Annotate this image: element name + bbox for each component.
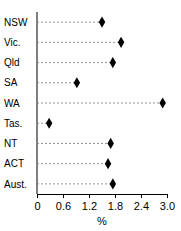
y-tick-label: Aust. — [4, 179, 27, 190]
dot — [74, 77, 80, 88]
x-tick-label: 1.8 — [108, 200, 123, 212]
y-tick-label: Vic. — [4, 37, 21, 48]
y-tick-label: ACT — [4, 158, 24, 169]
dot — [46, 118, 52, 129]
x-tick-mark — [115, 194, 116, 198]
x-tick-label: 1.2 — [82, 200, 97, 212]
y-tick-label: NSW — [4, 17, 28, 28]
leader-line — [37, 62, 113, 63]
dot — [110, 178, 116, 189]
x-tick: 2.4 — [134, 194, 149, 212]
x-tick-label: 2.4 — [134, 200, 149, 212]
x-tick-label: 3.0 — [160, 200, 175, 212]
x-axis-line — [38, 194, 168, 195]
x-tick: 0 — [34, 194, 40, 212]
x-tick-label: 0.6 — [56, 200, 71, 212]
x-axis-title: % — [97, 215, 107, 227]
dot — [105, 158, 111, 169]
x-tick-mark — [89, 194, 90, 198]
y-tick-label: SA — [4, 77, 18, 88]
y-tick: NT — [4, 138, 37, 149]
leader-line — [37, 82, 77, 83]
y-tick-label: NT — [4, 138, 17, 149]
y-tick: Qld — [4, 57, 37, 68]
leader-line — [37, 163, 108, 164]
y-tick: ACT — [4, 158, 37, 169]
x-tick-mark — [63, 194, 64, 198]
dot — [159, 97, 165, 108]
leader-line — [37, 22, 102, 23]
dot — [107, 138, 113, 149]
y-tick-label: Qld — [4, 57, 20, 68]
x-tick-label: 0 — [34, 200, 40, 212]
y-tick: Tas. — [4, 118, 37, 129]
leader-line — [37, 143, 111, 144]
dot — [118, 37, 124, 48]
y-axis: NSW Vic. Qld SA WA Tas. NT ACT Aust. — [4, 12, 37, 194]
x-tick: 1.2 — [82, 194, 97, 212]
x-tick: 1.8 — [108, 194, 123, 212]
leader-line — [37, 183, 113, 184]
chart: 0 0.6 1.2 1.8 2.4 3.0 NSW Vic. Qld SA WA Tas. NT ACT A… — [0, 0, 181, 231]
y-tick: SA — [4, 77, 37, 88]
leader-line — [37, 42, 121, 43]
x-axis: 0 0.6 1.2 1.8 2.4 3.0 — [34, 194, 175, 212]
plot-area — [37, 17, 166, 190]
y-tick: WA — [4, 98, 37, 109]
x-tick-mark — [37, 194, 38, 198]
y-tick: NSW — [4, 17, 37, 28]
x-tick: 0.6 — [56, 194, 71, 212]
y-tick: Vic. — [4, 37, 37, 48]
x-tick-mark — [167, 194, 168, 198]
dot — [110, 57, 116, 68]
y-tick: Aust. — [4, 179, 37, 190]
y-tick-label: WA — [4, 98, 20, 109]
leader-line — [37, 103, 163, 104]
y-tick-label: Tas. — [4, 118, 22, 129]
x-tick-mark — [141, 194, 142, 198]
dot — [99, 17, 105, 28]
x-tick: 3.0 — [160, 194, 175, 212]
